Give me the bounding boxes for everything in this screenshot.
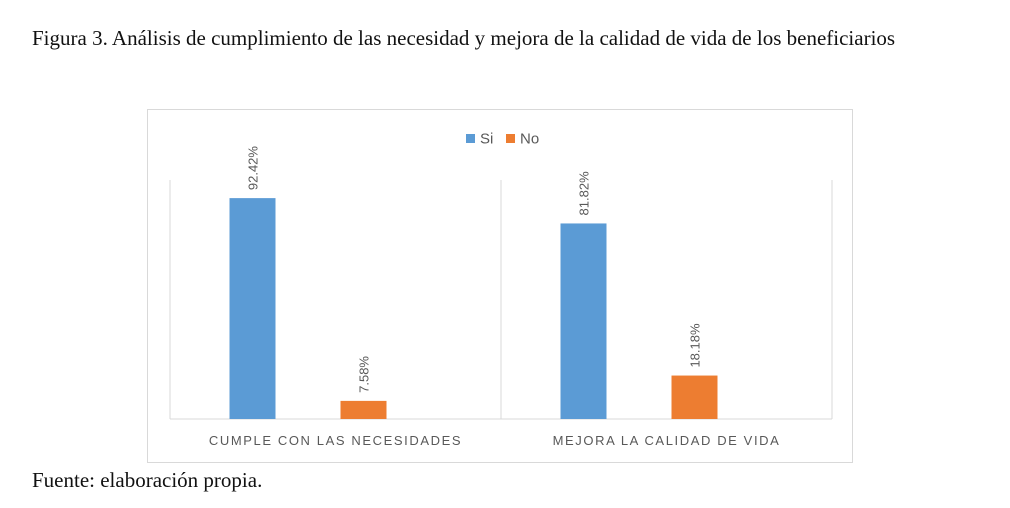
data-label-si-2: 81.82% (577, 171, 592, 216)
data-label-no-2: 18.18% (688, 323, 703, 368)
bar-si-2 (560, 223, 607, 419)
data-label-si-1: 92.42% (246, 146, 261, 191)
chart-area: Si No 92.42% 7.58% 81.82% 18.18% CUMPLE CON… (147, 109, 853, 463)
data-label-no-1: 7.58% (357, 356, 372, 393)
chart-category-labels: CUMPLE CON LAS NECESIDADES MEJORA LA CALI… (209, 433, 781, 448)
legend: Si No (466, 131, 539, 148)
source-note: Fuente: elaboración propia. (32, 468, 263, 492)
figure-caption: Figura 3. Análisis de cumplimiento de la… (32, 26, 896, 50)
legend-label-no: No (520, 131, 539, 148)
legend-swatch-si (466, 134, 475, 143)
chart-bars (229, 198, 718, 419)
chart-data-labels: 92.42% 7.58% 81.82% 18.18% (246, 146, 703, 393)
bar-chart: Si No 92.42% 7.58% 81.82% 18.18% CUMPLE CON… (169, 131, 833, 448)
legend-label-si: Si (480, 131, 493, 148)
bar-si-1 (229, 198, 276, 419)
bar-no-1 (340, 400, 387, 419)
legend-swatch-no (506, 134, 515, 143)
category-label-1: CUMPLE CON LAS NECESIDADES (209, 433, 462, 448)
chart-axes (169, 180, 833, 420)
category-label-2: MEJORA LA CALIDAD DE VIDA (553, 433, 781, 448)
bar-no-2 (671, 375, 718, 419)
